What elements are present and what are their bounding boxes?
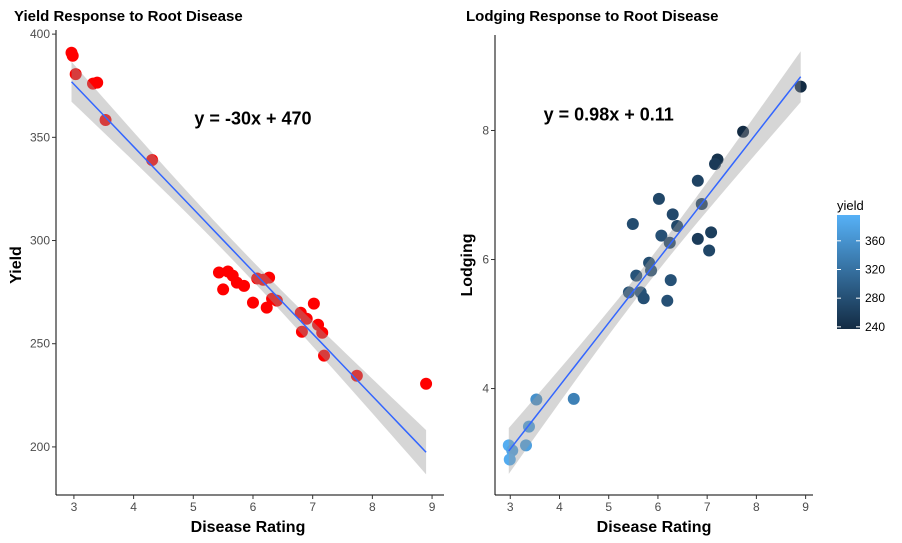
lodging-x-tick-label: 7 (704, 500, 711, 514)
lodging-y-axis-title: Lodging (459, 233, 476, 296)
lodging-point (664, 274, 677, 287)
lodging-panel: Lodging Response to Root Disease Disease… (459, 8, 813, 536)
lodging-chart-title: Lodging Response to Root Disease (466, 8, 719, 25)
yield-point (238, 279, 251, 292)
yield-y-tick-label: 200 (30, 440, 50, 454)
lodging-point (530, 393, 543, 406)
yield-equation-annotation: y = -30x + 470 (194, 109, 311, 129)
yield-y-tick-label: 400 (30, 27, 50, 41)
lodging-x-tick-label: 3 (507, 500, 514, 514)
lodging-point (626, 218, 639, 231)
yield-x-tick-label: 8 (369, 500, 376, 514)
lodging-point (691, 174, 704, 187)
yield-point (316, 326, 329, 339)
lodging-point (666, 208, 679, 221)
lodging-x-tick-label: 9 (802, 500, 809, 514)
lodging-x-tick-label: 5 (605, 500, 612, 514)
yield-x-tick-label: 9 (429, 500, 436, 514)
lodging-equation-annotation: y = 0.98x + 0.11 (544, 104, 674, 124)
lodging-point (637, 292, 650, 305)
yield-point (307, 297, 320, 310)
lodging-point (567, 392, 580, 405)
yield-point (300, 312, 313, 325)
legend-tick-label: 280 (865, 291, 885, 305)
yield-point (350, 369, 363, 382)
lodging-point (661, 294, 674, 307)
yield-chart-title: Yield Response to Root Disease (14, 8, 243, 25)
yield-color-legend: yield 240 280 320 360 (837, 198, 885, 334)
yield-point (217, 283, 230, 296)
lodging-point (652, 192, 665, 205)
lodging-y-tick-label: 6 (482, 253, 489, 267)
yield-point (263, 271, 276, 284)
yield-point (246, 296, 259, 309)
yield-x-tick-label: 6 (250, 500, 257, 514)
yield-panel: Yield Response to Root Disease Disease R… (8, 8, 444, 536)
yield-point (295, 325, 308, 338)
yield-point (66, 49, 79, 62)
yield-y-axis-title: Yield (8, 246, 25, 284)
lodging-point (506, 444, 519, 457)
yield-y-tick-label: 350 (30, 130, 50, 144)
lodging-point (671, 219, 684, 232)
yield-point (270, 294, 283, 307)
lodging-point (737, 125, 750, 138)
lodging-point (655, 229, 668, 242)
yield-point (318, 349, 331, 362)
yield-y-tick-label: 250 (30, 337, 50, 351)
lodging-point (630, 269, 643, 282)
lodging-regression-line (508, 76, 802, 452)
yield-point (260, 301, 273, 314)
yield-point (99, 113, 112, 126)
legend-colorbar (837, 215, 860, 329)
lodging-point (622, 286, 635, 299)
yield-regression-line (70, 81, 427, 453)
lodging-confidence-band (508, 51, 801, 474)
lodging-x-tick-label: 4 (556, 500, 563, 514)
legend-title: yield (837, 198, 864, 213)
lodging-point (503, 453, 516, 466)
yield-point (69, 68, 82, 81)
lodging-point (703, 244, 716, 257)
yield-point (212, 266, 225, 279)
lodging-point (709, 158, 722, 171)
yield-x-tick-label: 4 (130, 500, 137, 514)
yield-point (91, 76, 104, 89)
lodging-y-tick-label: 8 (482, 123, 489, 137)
yield-y-tick-label: 300 (30, 234, 50, 248)
yield-point (420, 377, 433, 390)
yield-x-tick-label: 5 (190, 500, 197, 514)
lodging-y-tick-label: 4 (482, 382, 489, 396)
legend-tick-label: 320 (865, 262, 885, 276)
lodging-point (691, 232, 704, 245)
lodging-point (794, 80, 807, 93)
lodging-x-tick-label: 8 (753, 500, 760, 514)
legend-tick-label: 240 (865, 320, 885, 334)
lodging-x-tick-label: 6 (655, 500, 662, 514)
yield-x-axis-title: Disease Rating (191, 519, 306, 536)
yield-x-tick-label: 7 (309, 500, 316, 514)
legend-tick-label: 360 (865, 234, 885, 248)
lodging-point (705, 226, 718, 239)
lodging-point (520, 439, 533, 452)
yield-x-tick-label: 3 (71, 500, 78, 514)
lodging-x-axis-title: Disease Rating (597, 519, 712, 536)
